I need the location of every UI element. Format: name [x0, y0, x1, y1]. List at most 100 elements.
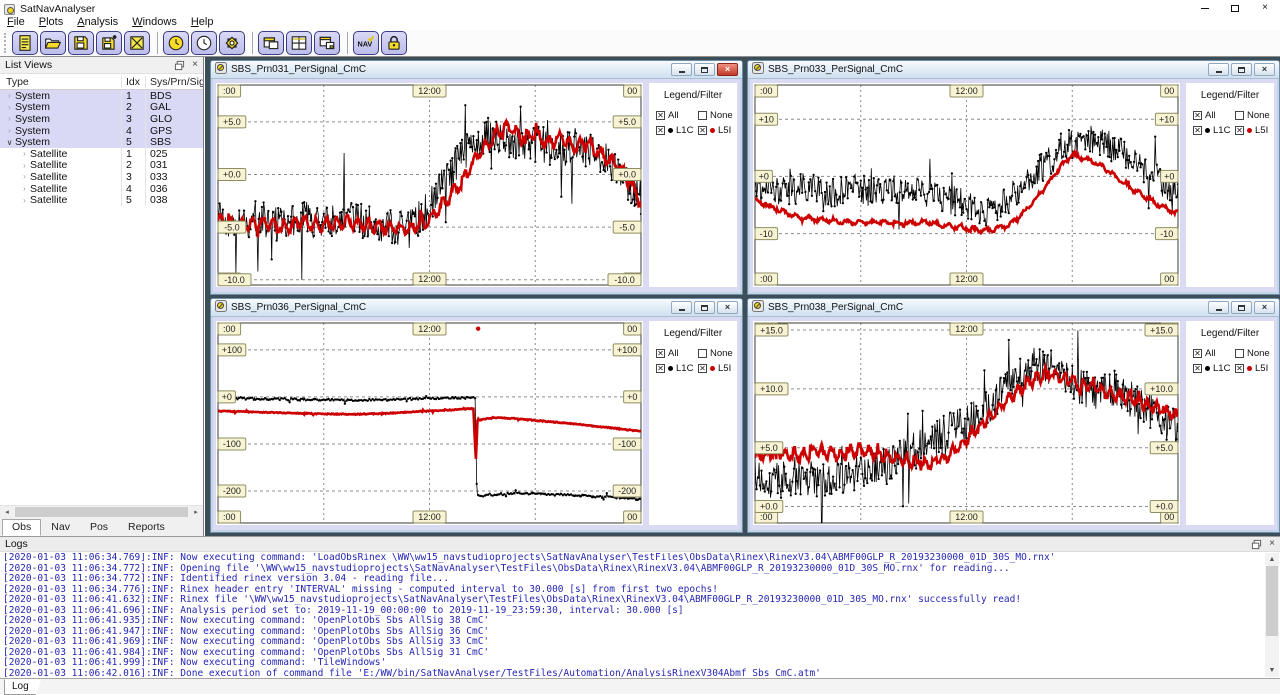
plot-maximize-button[interactable]: [694, 301, 715, 314]
toolbar-grip[interactable]: [4, 33, 8, 53]
expander-icon[interactable]: ›: [23, 160, 26, 170]
chart-area[interactable]: :00:0012:0012:000000+5.0+5.0+0.0+0.0-5.0…: [216, 83, 643, 287]
sidebar-tab-obs[interactable]: Obs: [2, 519, 42, 536]
plot-close-button[interactable]: ×: [717, 63, 738, 76]
save-as-button[interactable]: [96, 31, 122, 55]
sidebar-tab-pos[interactable]: Pos: [89, 521, 109, 533]
checkbox-all[interactable]: ✕: [656, 349, 665, 358]
checkbox-none[interactable]: [698, 349, 707, 358]
plot-window-titlebar[interactable]: SBS_Prn036_PerSignal_CmC ×: [211, 299, 742, 317]
maximize-button[interactable]: [1220, 0, 1250, 16]
menu-plots[interactable]: Plots: [38, 16, 64, 28]
plot-maximize-button[interactable]: [694, 63, 715, 76]
cascade-windows-button[interactable]: [258, 31, 284, 55]
column-idx[interactable]: Idx: [122, 75, 146, 88]
open-file-button[interactable]: [40, 31, 66, 55]
sidebar-tab-nav[interactable]: Nav: [51, 521, 70, 533]
plot-minimize-button[interactable]: [671, 301, 692, 314]
logs-header[interactable]: Logs ×: [0, 537, 1280, 552]
checkbox-none[interactable]: [698, 111, 707, 120]
plot-window-titlebar[interactable]: SBS_Prn033_PerSignal_CmC ×: [748, 61, 1279, 79]
tree-row-satellite-025[interactable]: › Satellite 1 025: [0, 147, 203, 160]
save-button[interactable]: [68, 31, 94, 55]
nav-button[interactable]: NAV: [353, 31, 379, 55]
tree-row-satellite-036[interactable]: › Satellite 4 036: [0, 182, 203, 195]
close-all-windows-button[interactable]: [314, 31, 340, 55]
plot-close-button[interactable]: ×: [1254, 301, 1275, 314]
checkbox-all[interactable]: ✕: [1193, 111, 1202, 120]
checkbox-l5i[interactable]: ✕: [698, 126, 707, 135]
expander-icon[interactable]: ›: [23, 172, 26, 182]
tree-row-system-GPS[interactable]: › System 4 GPS: [0, 124, 203, 137]
chart-area[interactable]: :00:00 12:00 12:00 00 00 +100 +100 +0 +0 -100 -100…: [216, 321, 643, 525]
chart-SBS_Prn031_PerSignal_CmC[interactable]: :00:0012:0012:000000+5.0+5.0+0.0+0.0-5.0…: [216, 83, 643, 287]
float-panel-icon[interactable]: [174, 60, 185, 71]
expander-icon[interactable]: ›: [23, 149, 26, 159]
column-sys[interactable]: Sys/Prn/Sig/O: [150, 75, 203, 88]
scroll-up-icon[interactable]: ▲: [1268, 556, 1276, 563]
expander-icon[interactable]: ›: [8, 126, 11, 136]
tab-log[interactable]: Log: [4, 679, 42, 695]
time-yellow-button[interactable]: [163, 31, 189, 55]
tile-windows-button[interactable]: [286, 31, 312, 55]
close-logs-icon[interactable]: ×: [1269, 538, 1275, 549]
tree-row-system-GAL[interactable]: › System 2 GAL: [0, 101, 203, 114]
logs-body[interactable]: [2020-01-03 11:06:34.769]:INF: Now execu…: [3, 553, 1263, 677]
expander-icon[interactable]: ›: [8, 102, 11, 112]
tree-row-system-BDS[interactable]: › System 1 BDS: [0, 90, 203, 102]
plot-maximize-button[interactable]: [1231, 301, 1252, 314]
plot-minimize-button[interactable]: [1208, 301, 1229, 314]
checkbox-l1c[interactable]: ✕: [1193, 364, 1202, 373]
menu-help[interactable]: Help: [190, 16, 214, 28]
checkbox-l1c[interactable]: ✕: [656, 364, 665, 373]
scroll-right-icon[interactable]: ▸: [189, 506, 203, 518]
checkbox-l5i[interactable]: ✕: [698, 364, 707, 373]
chart-SBS_Prn038_PerSignal_CmC[interactable]: :00:0012:0012:000000+15.0+15.0+10.0+10.0…: [753, 321, 1180, 525]
checkbox-l1c[interactable]: ✕: [1193, 126, 1202, 135]
checkbox-l5i[interactable]: ✕: [1235, 126, 1244, 135]
float-logs-icon[interactable]: [1251, 539, 1262, 550]
plot-close-button[interactable]: ×: [1254, 63, 1275, 76]
plot-window-titlebar[interactable]: SBS_Prn031_PerSignal_CmC ×: [211, 61, 742, 79]
checkbox-l1c[interactable]: ✕: [656, 126, 665, 135]
checkbox-none[interactable]: [1235, 111, 1244, 120]
close-plot-button[interactable]: [124, 31, 150, 55]
expander-icon[interactable]: ›: [23, 195, 26, 205]
time-white-button[interactable]: [191, 31, 217, 55]
checkbox-none[interactable]: [1235, 349, 1244, 358]
minimize-button[interactable]: [1190, 0, 1220, 16]
plot-close-button[interactable]: ×: [717, 301, 738, 314]
scroll-thumb[interactable]: [15, 507, 188, 517]
scroll-down-icon[interactable]: ▼: [1268, 667, 1276, 674]
chart-area[interactable]: :00:00 12:00 12:00 00 00 +10 +10 +0 +0 -10 -10: [753, 83, 1180, 287]
close-button[interactable]: ×: [1262, 2, 1268, 13]
close-panel-icon[interactable]: ×: [192, 59, 198, 70]
menu-analysis[interactable]: Analysis: [77, 16, 119, 28]
expander-icon[interactable]: ›: [8, 91, 11, 101]
checkbox-l5i[interactable]: ✕: [1235, 364, 1244, 373]
sidebar-hscrollbar[interactable]: ◂ ▸: [0, 505, 203, 518]
scroll-thumb[interactable]: [1266, 566, 1278, 636]
settings-button[interactable]: [219, 31, 245, 55]
menu-file[interactable]: File: [7, 16, 25, 28]
report-button[interactable]: [12, 31, 38, 55]
tree-body[interactable]: › System 1 BDS › System 2 GAL › System 3 GLO › System…: [0, 90, 203, 505]
expander-icon[interactable]: ∨: [6, 137, 13, 147]
tree-row-satellite-031[interactable]: › Satellite 2 031: [0, 159, 203, 172]
tree-row-satellite-038[interactable]: › Satellite 5 038: [0, 194, 203, 207]
chart-SBS_Prn036_PerSignal_CmC[interactable]: :00:00 12:00 12:00 00 00 +100 +100 +0 +0 -100 -100…: [216, 321, 643, 525]
plot-window-titlebar[interactable]: SBS_Prn038_PerSignal_CmC ×: [748, 299, 1279, 317]
plot-maximize-button[interactable]: [1231, 63, 1252, 76]
column-type[interactable]: Type: [0, 75, 122, 88]
scroll-left-icon[interactable]: ◂: [0, 506, 14, 518]
tree-row-system-GLO[interactable]: › System 3 GLO: [0, 112, 203, 125]
logs-vscrollbar[interactable]: ▲ ▼: [1265, 553, 1279, 677]
tree-row-system-SBS[interactable]: ∨ System 5 SBS: [0, 136, 203, 149]
menu-windows[interactable]: Windows: [132, 16, 177, 28]
plot-minimize-button[interactable]: [1208, 63, 1229, 76]
tree-header[interactable]: Type Idx Sys/Prn/Sig/O: [0, 74, 203, 90]
sidebar-tab-reports[interactable]: Reports: [128, 521, 165, 533]
chart-SBS_Prn033_PerSignal_CmC[interactable]: :00:00 12:00 12:00 00 00 +10 +10 +0 +0 -10 -10: [753, 83, 1180, 287]
checkbox-all[interactable]: ✕: [1193, 349, 1202, 358]
tree-row-satellite-033[interactable]: › Satellite 3 033: [0, 170, 203, 183]
